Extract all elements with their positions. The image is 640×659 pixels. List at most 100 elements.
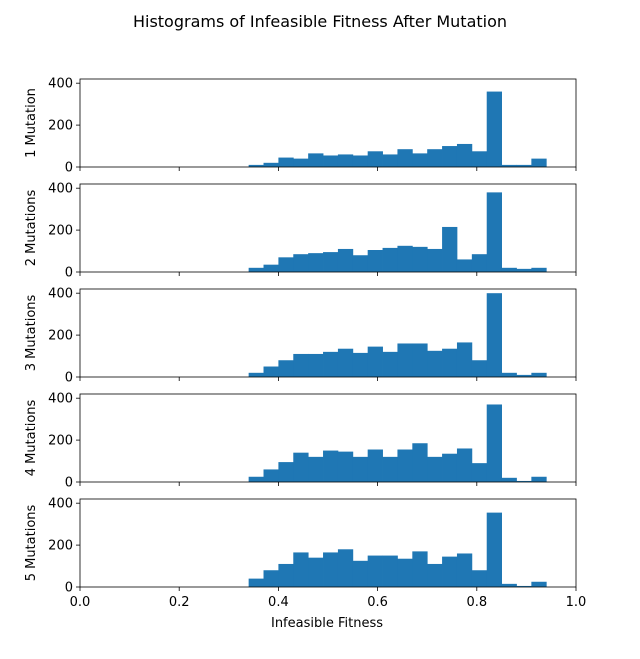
histogram-bar [471,570,488,587]
histogram-bar [427,248,443,272]
histogram-bar [397,558,413,587]
x-tick-label: 0.0 [70,595,91,610]
histogram-bar [456,259,473,272]
histogram-bar [486,91,502,167]
x-axis-label: Infeasible Fitness [271,616,383,631]
y-axis-label: 5 Mutations [24,504,39,581]
y-tick-label: 0 [65,371,73,386]
histogram-bar [382,351,398,377]
histogram-bar [263,570,279,587]
histogram-bar [412,153,428,167]
histogram-bar [323,552,339,587]
histogram-bar [412,246,428,272]
y-tick-label: 0 [65,581,73,596]
histogram-bar [471,463,488,482]
histogram-bar [427,456,443,482]
histogram-bar [442,226,458,272]
histogram-bar [323,351,339,377]
histogram-bar [456,342,473,377]
panel-frame [79,183,577,273]
y-tick-label: 200 [48,539,73,554]
histogram-bar [531,372,547,377]
histogram-bar [248,578,264,587]
histogram-bar [337,451,354,482]
y-tick-label: 400 [48,497,73,512]
histogram-bar [442,146,458,167]
histogram-bar [337,549,354,587]
x-tick-label: 1.0 [566,595,587,610]
histogram-bar [352,352,369,377]
histogram-panels: 0 200 400 1 Mutation 0 200 400 2 Mutations 0 200 4… [24,77,586,610]
histogram-bar [323,450,339,482]
y-tick-label: 200 [48,329,73,344]
y-tick-label: 200 [48,434,73,449]
histogram-bar [352,456,369,482]
panel-frame [79,288,577,378]
histogram-bar [397,343,413,377]
histogram-bar [531,267,547,272]
histogram-bar [367,555,383,587]
histogram-bar [308,557,324,587]
histogram-bar [471,360,488,377]
histogram-bar [278,563,294,587]
y-axis-label: 3 Mutations [24,294,39,371]
histogram-bar [337,248,354,272]
histogram-panel: 0 200 400 1 Mutation [24,77,577,176]
y-axis-label: 2 Mutations [24,189,39,266]
histogram-bar [263,366,279,377]
histogram-bar [367,449,383,482]
histogram-bar [382,555,398,587]
histogram-bar [337,348,354,377]
histogram-bar [412,551,428,587]
histogram-panel: 0 200 400 3 Mutations [24,287,577,386]
figure-title: Histograms of Infeasible Fitness After M… [133,12,507,31]
histogram-bar [456,448,473,482]
y-tick-label: 0 [65,476,73,491]
histogram-bar [352,255,369,272]
histogram-bar [323,252,339,272]
histogram-panel: 0 200 400 2 Mutations [24,182,577,281]
histogram-bar [501,267,517,272]
histogram-bar [471,254,488,272]
histogram-bar [412,443,428,482]
histogram-bar [531,476,547,482]
x-tick-label: 0.6 [367,595,388,610]
histogram-bar [471,151,488,167]
histogram-panel: 0 200 400 4 Mutations [24,392,577,491]
y-axis-label: 1 Mutation [24,88,39,158]
histogram-bar [412,343,428,377]
y-axis-label: 4 Mutations [24,399,39,476]
histogram-bar [442,348,458,377]
histogram-bar [531,158,547,167]
histogram-bar [263,469,279,482]
histogram-bar [456,143,473,167]
histogram-bar [397,245,413,272]
histogram-bar [293,353,309,377]
histogram-bar [248,372,264,377]
histogram-bar [531,581,547,587]
histogram-bar [486,512,502,587]
histogram-bar [501,164,517,167]
histogram-bar [516,164,532,167]
histogram-bar [293,158,309,167]
histogram-bar [337,154,354,167]
histogram-bar [501,583,517,587]
y-tick-label: 0 [65,161,73,176]
histogram-bar [427,149,443,167]
panel-frame [79,78,577,168]
histogram-bar [308,153,324,167]
histogram-bar [442,453,458,482]
y-tick-label: 400 [48,182,73,197]
histogram-bar [278,462,294,482]
panel-frame [79,393,577,483]
histogram-bar [248,164,264,167]
x-tick-label: 0.8 [466,595,487,610]
histogram-bar [263,264,279,272]
histogram-bar [382,247,398,272]
histogram-panel: 0 200 400 0.0 0.2 0.4 0.6 0.8 1.0 5 Mutations [24,497,586,610]
y-tick-label: 200 [48,224,73,239]
histogram-bar [278,360,294,377]
y-tick-label: 0 [65,266,73,281]
histogram-bar [501,372,517,377]
